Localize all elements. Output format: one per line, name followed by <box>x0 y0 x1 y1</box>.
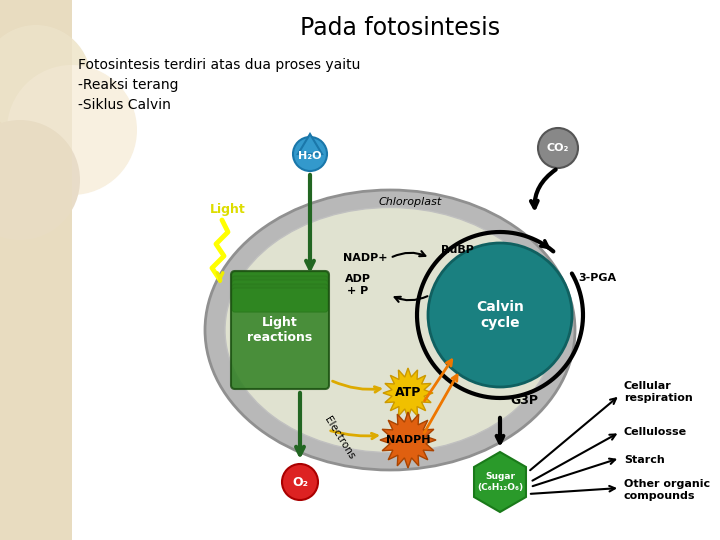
FancyBboxPatch shape <box>232 284 328 308</box>
Text: O₂: O₂ <box>292 476 308 489</box>
Bar <box>0 0 72 540</box>
Polygon shape <box>298 134 322 154</box>
Text: NADP+: NADP+ <box>343 253 387 263</box>
Text: 3-PGA: 3-PGA <box>578 273 616 283</box>
Circle shape <box>282 464 318 500</box>
Polygon shape <box>474 452 526 512</box>
Circle shape <box>7 65 137 195</box>
Text: Fotosintesis terdiri atas dua proses yaitu: Fotosintesis terdiri atas dua proses yai… <box>78 58 361 72</box>
Text: G3P: G3P <box>510 394 538 407</box>
Text: Light
reactions: Light reactions <box>248 316 312 344</box>
Text: CO₂: CO₂ <box>546 143 570 153</box>
Text: Cellulosse: Cellulosse <box>624 427 687 437</box>
FancyBboxPatch shape <box>231 271 329 389</box>
Text: NADPH: NADPH <box>386 435 431 445</box>
Text: Cellular
respiration: Cellular respiration <box>624 381 693 403</box>
FancyBboxPatch shape <box>232 276 328 300</box>
Circle shape <box>428 243 572 387</box>
Text: Calvin
cycle: Calvin cycle <box>476 300 524 330</box>
Text: Electrons: Electrons <box>322 415 356 461</box>
Text: Pada fotosintesis: Pada fotosintesis <box>300 16 500 40</box>
FancyBboxPatch shape <box>232 280 328 304</box>
Text: Other organic
compounds: Other organic compounds <box>624 479 710 501</box>
Text: Light: Light <box>210 204 246 217</box>
FancyBboxPatch shape <box>232 272 328 296</box>
Ellipse shape <box>225 207 555 453</box>
Text: H₂O: H₂O <box>298 151 322 161</box>
Text: ADP
+ P: ADP + P <box>345 274 371 296</box>
Polygon shape <box>383 368 433 418</box>
Circle shape <box>0 120 80 240</box>
Circle shape <box>293 137 327 171</box>
Circle shape <box>0 25 91 135</box>
Bar <box>0 0 72 540</box>
Text: Sugar
(C₆H₁₂O₆): Sugar (C₆H₁₂O₆) <box>477 472 523 492</box>
Polygon shape <box>380 412 436 468</box>
Text: -Siklus Calvin: -Siklus Calvin <box>78 98 171 112</box>
Circle shape <box>538 128 578 168</box>
Text: Starch: Starch <box>624 455 665 465</box>
Ellipse shape <box>205 190 575 470</box>
Text: Chloroplast: Chloroplast <box>379 197 441 207</box>
FancyBboxPatch shape <box>232 288 328 312</box>
Text: RuBP: RuBP <box>441 245 474 255</box>
Text: ATP: ATP <box>395 387 421 400</box>
Text: -Reaksi terang: -Reaksi terang <box>78 78 179 92</box>
